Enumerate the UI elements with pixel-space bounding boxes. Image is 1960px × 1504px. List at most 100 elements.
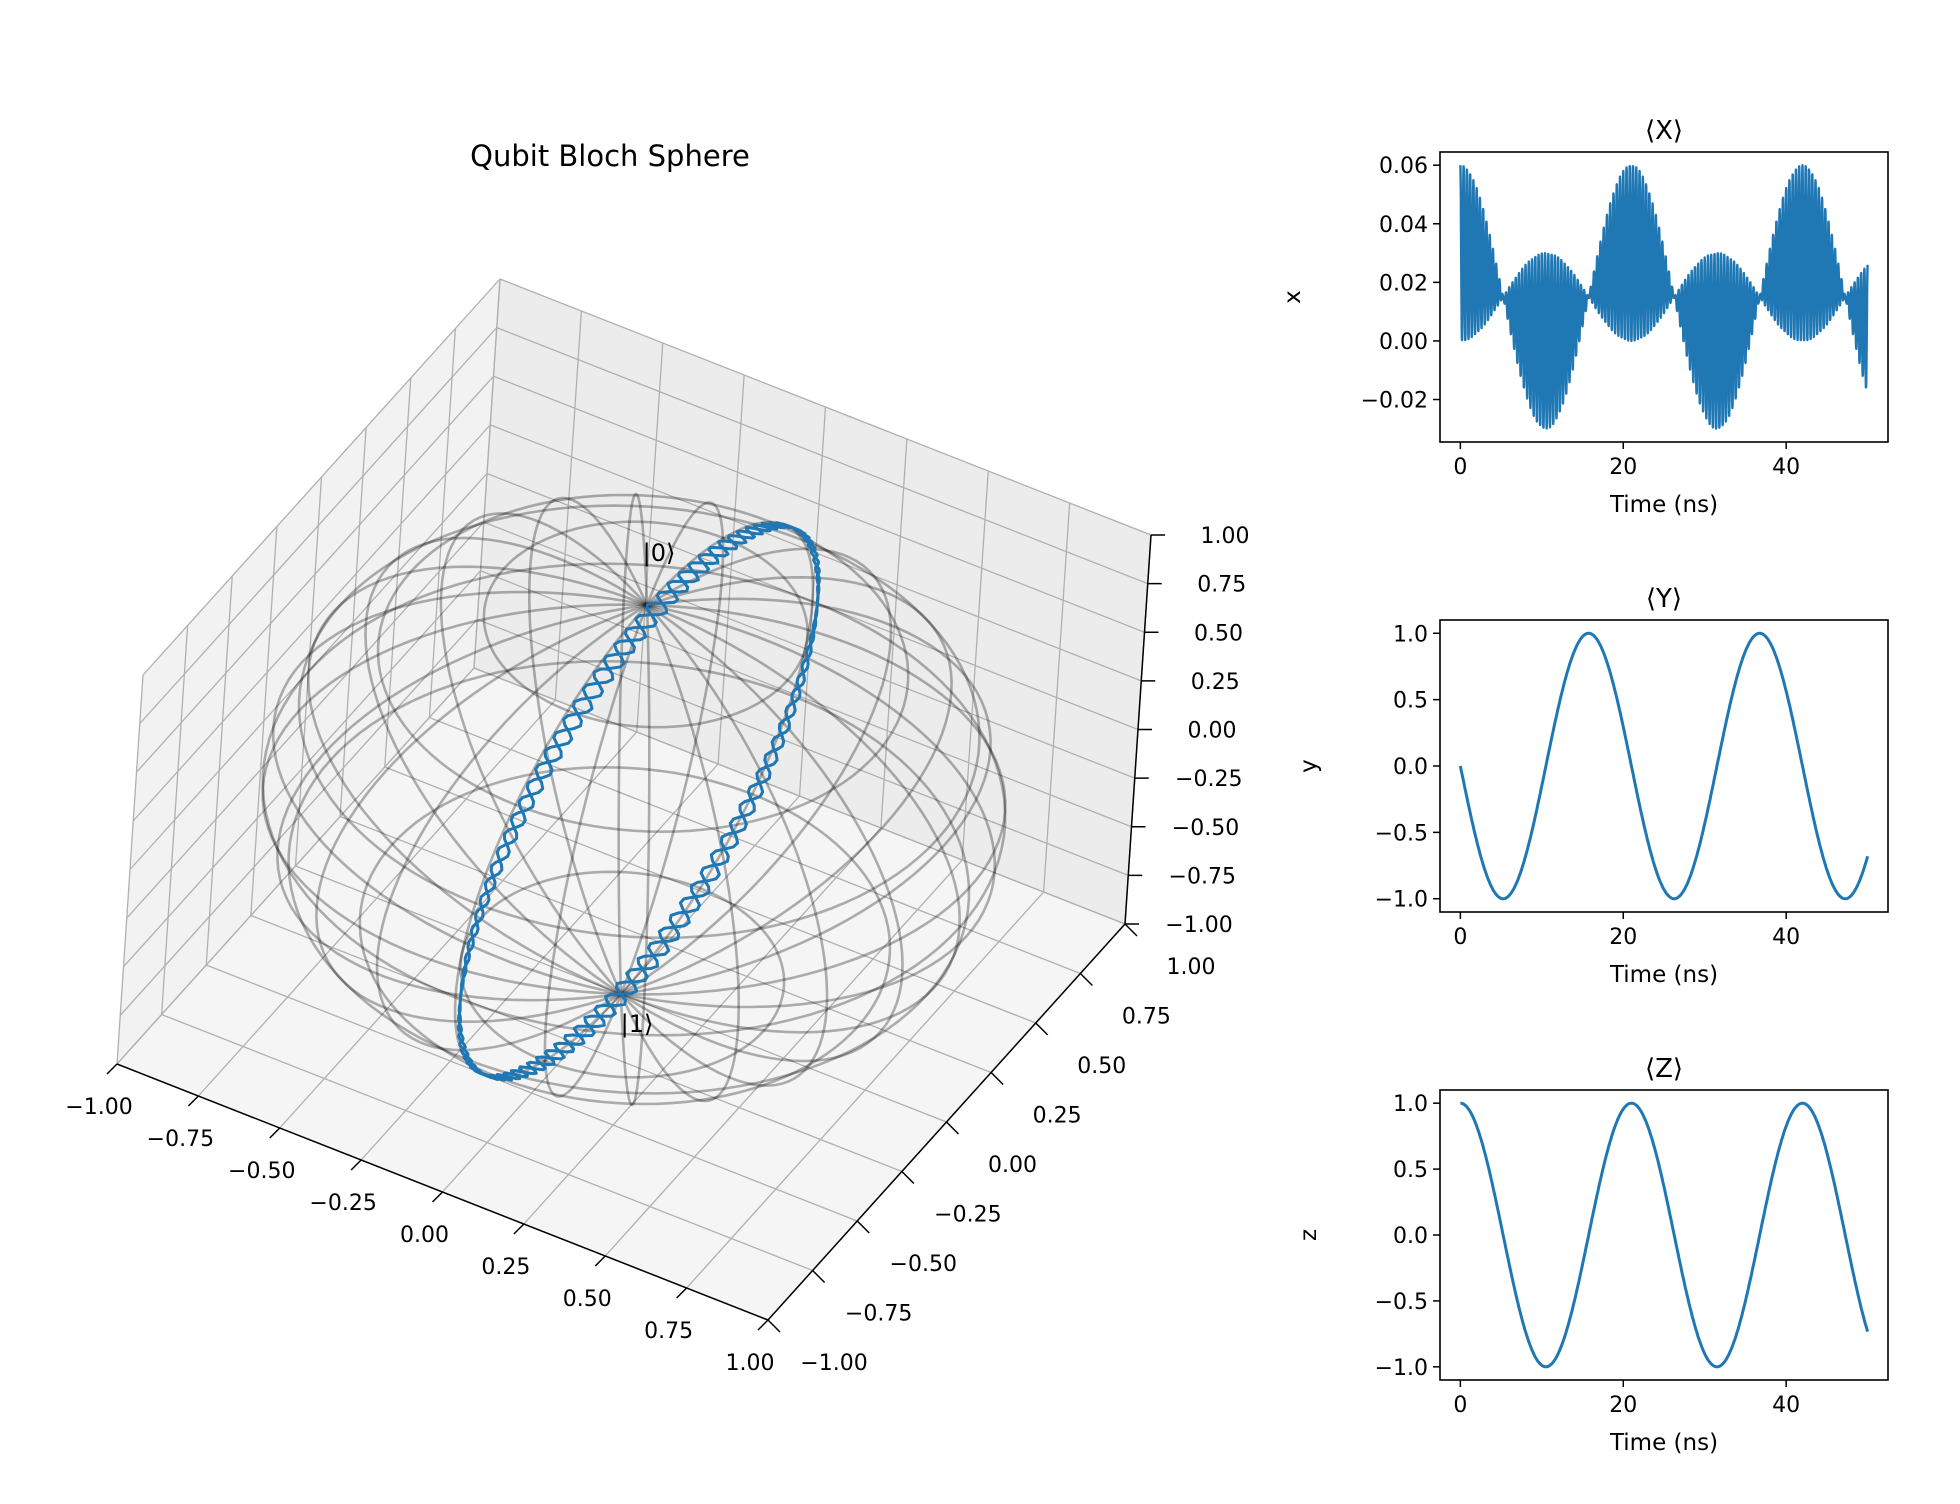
- y-tick-mark: [856, 1220, 870, 1234]
- z-tick-label: 0.75: [1197, 573, 1246, 598]
- x-tick-label: 1.00: [726, 1351, 775, 1376]
- y-tick-mark: [812, 1269, 826, 1284]
- y-tick-mark: [901, 1170, 915, 1185]
- grid-line: [139, 327, 498, 725]
- y-tick-label: −1.00: [800, 1351, 867, 1376]
- y-axis-label: y: [1296, 759, 1322, 773]
- y-tick-mark: [1124, 923, 1138, 937]
- y-tick-label: −1.0: [1375, 888, 1428, 913]
- subplot-title: ⟨Y⟩: [1646, 584, 1682, 614]
- x-axis-label: Time (ns): [1609, 492, 1718, 518]
- y-tick-mark: [1035, 1022, 1049, 1036]
- grid-line: [604, 859, 963, 1257]
- axes-frame: [1439, 619, 1889, 913]
- y-tick-label: 1.00: [1167, 955, 1216, 980]
- x-tick-label: 0.00: [400, 1223, 449, 1248]
- grid-line: [473, 278, 501, 669]
- y-tick-mark: [1079, 972, 1093, 987]
- z-tick-label: −0.50: [1172, 816, 1239, 841]
- y-axis-label: x: [1280, 290, 1306, 304]
- grid-line: [499, 278, 1152, 536]
- grid-line: [880, 438, 908, 829]
- grid-line: [429, 716, 1081, 975]
- bloch-trajectory: [456, 521, 821, 1082]
- x-tick-label: 40: [1772, 455, 1800, 480]
- series-line: [1459, 164, 1869, 430]
- z-tick-label: −0.25: [1175, 767, 1242, 792]
- x-tick-mark: [431, 1191, 444, 1203]
- y-tick-label: 0.06: [1379, 154, 1428, 179]
- series-line: [1459, 1101, 1870, 1369]
- grid-line: [129, 473, 488, 870]
- y-tick-label: 0.00: [1379, 330, 1428, 355]
- x-axis-label: Time (ns): [1609, 1430, 1718, 1456]
- grid-line: [136, 375, 494, 773]
- x-tick-label: 0.50: [563, 1287, 612, 1312]
- y-tick-label: 0.75: [1122, 1005, 1171, 1030]
- grid-line: [339, 427, 367, 817]
- y-tick-label: 1.0: [1393, 622, 1428, 647]
- x-tick-label: 0.75: [644, 1319, 693, 1344]
- grid-line: [523, 827, 882, 1225]
- y-tick-label: 0.50: [1077, 1054, 1126, 1079]
- x-tick-label: −0.50: [228, 1159, 295, 1184]
- grid-line: [142, 278, 501, 676]
- grid-line: [961, 470, 989, 861]
- grid-line: [496, 327, 1148, 585]
- x-tick-label: −0.75: [147, 1127, 214, 1152]
- y-expectation-plot: 0 20 40 −1.0 −0.5 0.0 0.5 1.0 ⟨Y⟩ Time (ns) y: [1296, 584, 1889, 988]
- y-tick-label: −0.50: [890, 1252, 957, 1277]
- x-tick-label: 20: [1609, 925, 1637, 950]
- sphere-wire-line: [297, 504, 981, 940]
- x-tick-label: −1.00: [65, 1095, 132, 1120]
- y-tick-label: −0.5: [1375, 821, 1428, 846]
- sphere-wire-line: [376, 493, 910, 834]
- sphere-wire-line: [261, 562, 1007, 1037]
- ket-1-label: |1⟩: [621, 1010, 654, 1038]
- y-tick-label: 1.0: [1393, 1092, 1428, 1117]
- axes-frame: [1439, 151, 1889, 443]
- x-axis-label: Time (ns): [1609, 962, 1718, 988]
- z-tick-label: 0.25: [1191, 670, 1240, 695]
- x-tick-label: 20: [1609, 1393, 1637, 1418]
- x-tick-mark: [269, 1127, 281, 1139]
- y-tick-label: 0.02: [1379, 271, 1428, 296]
- y-tick-label: −1.0: [1375, 1356, 1428, 1381]
- y-tick-label: −0.25: [934, 1203, 1001, 1228]
- bloch-sphere-plot: |0⟩ |1⟩ −1.00 −0.75 −0.50 −0.25 0.00 0.25 0.50 0.…: [65, 139, 1249, 1376]
- y-tick-label: 0.0: [1393, 755, 1428, 780]
- y-tick-label: −0.02: [1361, 389, 1428, 414]
- x-tick-label: 0.25: [481, 1255, 530, 1280]
- grid-line: [473, 667, 1126, 925]
- x-tick-mark: [757, 1319, 769, 1331]
- z-tick-label: −1.00: [1165, 913, 1232, 938]
- x-tick-label: 20: [1609, 455, 1637, 480]
- x-tick-mark: [594, 1255, 606, 1267]
- y-tick-label: 0.25: [1033, 1104, 1082, 1129]
- grid-line: [686, 891, 1045, 1289]
- x-tick-mark: [513, 1223, 525, 1235]
- sphere-wire-line: [358, 765, 892, 1106]
- y-tick-mark: [945, 1121, 960, 1135]
- y-tick-label: 0.0: [1393, 1224, 1428, 1249]
- z-expectation-plot: 0 20 40 −1.0 −0.5 0.0 0.5 1.0 ⟨Z⟩ Time (ns) z: [1296, 1054, 1889, 1456]
- bloch-sphere-title: Qubit Bloch Sphere: [470, 139, 750, 173]
- x-tick-mark: [676, 1287, 688, 1299]
- x-tick-mark: [106, 1063, 118, 1075]
- x-tick-label: 0: [1453, 1393, 1467, 1418]
- y-tick-mark: [990, 1071, 1004, 1086]
- x-tick-label: 40: [1772, 1393, 1800, 1418]
- series-line: [1458, 631, 1870, 901]
- y-tick-label: 0.5: [1393, 1158, 1428, 1183]
- x-tick-label: 0: [1453, 455, 1467, 480]
- y-tick-label: 0.5: [1393, 689, 1428, 714]
- x-tick-label: 40: [1772, 925, 1800, 950]
- x-expectation-plot: 0 20 40 −0.02 0.00 0.02 0.04 0.06 ⟨X⟩ Time (ns) x: [1280, 116, 1889, 518]
- x-tick-label: −0.25: [309, 1191, 376, 1216]
- subplot-title: ⟨X⟩: [1645, 116, 1683, 146]
- y-tick-mark: [767, 1319, 781, 1333]
- grid-line: [486, 472, 1139, 731]
- y-tick-label: −0.5: [1375, 1290, 1428, 1315]
- z-tick-label: 1.00: [1201, 524, 1250, 549]
